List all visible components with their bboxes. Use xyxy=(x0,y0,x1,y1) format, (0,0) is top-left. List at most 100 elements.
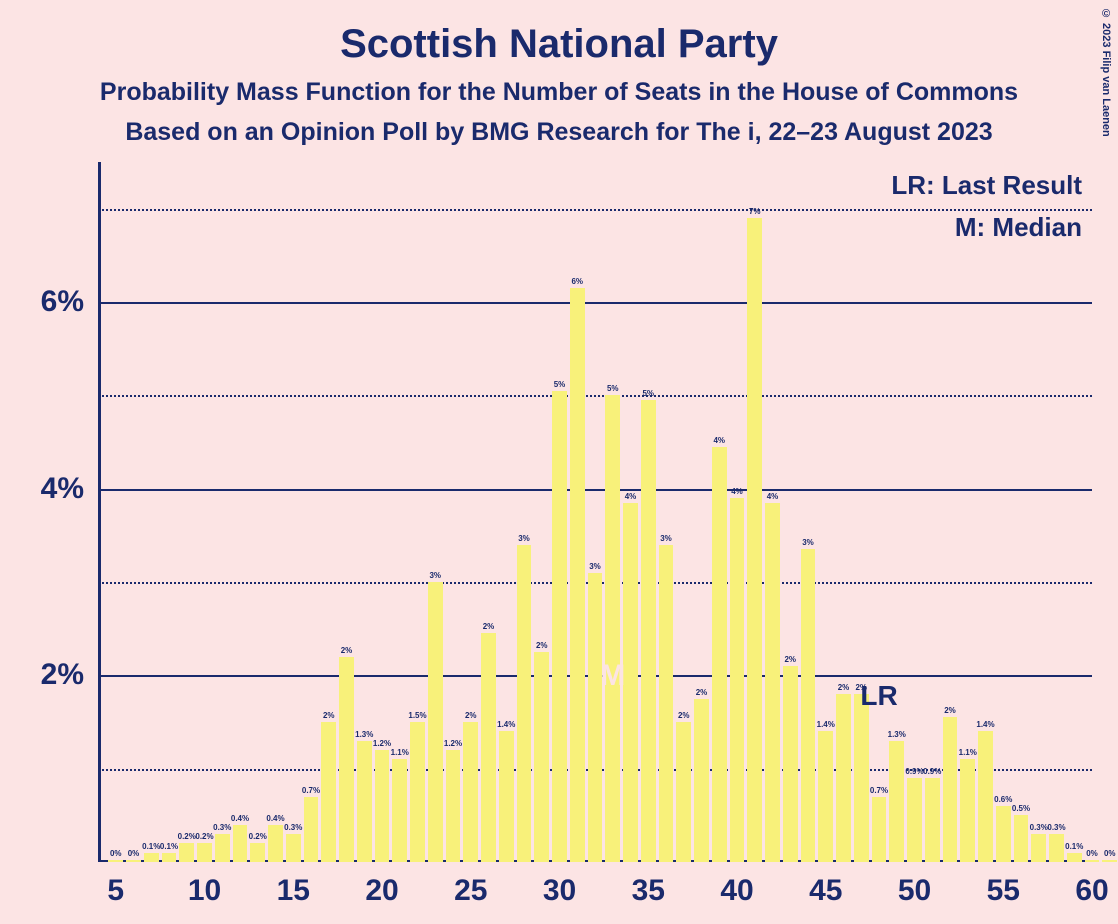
bar-value-label: 1.2% xyxy=(444,739,462,748)
bar-value-label: 4% xyxy=(731,487,743,496)
bar-value-label: 0.1% xyxy=(1065,842,1083,851)
bar: 5% xyxy=(605,395,620,862)
bar: 0.9% xyxy=(925,778,940,862)
bar: 3% xyxy=(588,573,603,862)
bar-value-label: 0% xyxy=(110,849,122,858)
bar-value-label: 2% xyxy=(341,646,353,655)
bar: 3% xyxy=(659,545,674,862)
bar: 0.7% xyxy=(872,797,887,862)
bar: 2% xyxy=(694,699,709,862)
bar-value-label: 3% xyxy=(429,571,441,580)
bar: 0.6% xyxy=(996,806,1011,862)
bar: 0% xyxy=(1085,860,1100,862)
bar: 1.5% xyxy=(410,722,425,862)
bar: 0% xyxy=(108,860,123,862)
bar-value-label: 2% xyxy=(678,711,690,720)
bar: 0.3% xyxy=(1031,834,1046,862)
chart-subtitle-1: Probability Mass Function for the Number… xyxy=(0,78,1118,107)
x-tick-label: 5 xyxy=(107,874,124,908)
bar-value-label: 5% xyxy=(554,380,566,389)
bar-value-label: 3% xyxy=(802,538,814,547)
bar-value-label: 2% xyxy=(838,683,850,692)
gridline xyxy=(98,395,1092,397)
bar-value-label: 0.1% xyxy=(142,842,160,851)
y-tick-label: 6% xyxy=(41,285,84,319)
bar-value-label: 7% xyxy=(749,207,761,216)
bar-value-label: 2% xyxy=(855,683,867,692)
bar-value-label: 2% xyxy=(483,622,495,631)
copyright-text: © 2023 Filip van Laenen xyxy=(1100,8,1112,137)
bar-value-label: 0.7% xyxy=(870,786,888,795)
bar-value-label: 0.9% xyxy=(905,767,923,776)
bar: 0.2% xyxy=(179,843,194,862)
bar: 3% xyxy=(517,545,532,862)
bar: 3% xyxy=(428,582,443,862)
bar-value-label: 0.4% xyxy=(266,814,284,823)
bar-value-label: 2% xyxy=(944,706,956,715)
bar-value-label: 2% xyxy=(465,711,477,720)
bar: 0% xyxy=(126,860,141,862)
bar: 0.5% xyxy=(1014,815,1029,862)
gridline xyxy=(98,209,1092,211)
bar-value-label: 2% xyxy=(696,688,708,697)
bar: 1.4% xyxy=(499,731,514,862)
bar-value-label: 0.3% xyxy=(1030,823,1048,832)
y-tick-label: 2% xyxy=(41,658,84,692)
bar-value-label: 3% xyxy=(660,534,672,543)
bar: 0.9% xyxy=(907,778,922,862)
x-tick-label: 25 xyxy=(454,874,487,908)
x-tick-label: 10 xyxy=(188,874,221,908)
chart-root: Scottish National Party Probability Mass… xyxy=(0,0,1118,924)
bar-value-label: 3% xyxy=(589,562,601,571)
bar: 0.3% xyxy=(1049,834,1064,862)
bar-value-label: 1.2% xyxy=(373,739,391,748)
bar: 1.3% xyxy=(889,741,904,862)
chart-title: Scottish National Party xyxy=(0,22,1118,67)
bar-value-label: 2% xyxy=(536,641,548,650)
bar: 1.1% xyxy=(960,759,975,862)
bar-value-label: 0.3% xyxy=(1047,823,1065,832)
bar-value-label: 4% xyxy=(625,492,637,501)
bar: 4% xyxy=(730,498,745,862)
bar: 0.4% xyxy=(233,825,248,862)
bar: 0.7% xyxy=(304,797,319,862)
bar: 0% xyxy=(1102,860,1117,862)
bar-value-label: 1.1% xyxy=(391,748,409,757)
x-tick-label: 15 xyxy=(277,874,310,908)
bar: 2% xyxy=(481,633,496,862)
bar-value-label: 1.3% xyxy=(888,730,906,739)
bar-value-label: 0.5% xyxy=(1012,804,1030,813)
bar: 0.3% xyxy=(286,834,301,862)
bar: 5% xyxy=(552,391,567,862)
bar: 2% xyxy=(943,717,958,862)
bar: 2% xyxy=(836,694,851,862)
bar: 7% xyxy=(747,218,762,862)
bar-value-label: 1.4% xyxy=(497,720,515,729)
x-tick-label: 35 xyxy=(632,874,665,908)
bar-value-label: 1.5% xyxy=(408,711,426,720)
bar: 4% xyxy=(765,503,780,862)
y-axis xyxy=(98,162,101,862)
bar: 2% xyxy=(339,657,354,862)
bar-value-label: 1.4% xyxy=(976,720,994,729)
bar-value-label: 5% xyxy=(607,384,619,393)
bar: 5% xyxy=(641,400,656,862)
bar-value-label: 0.4% xyxy=(231,814,249,823)
y-tick-label: 4% xyxy=(41,472,84,506)
bar-value-label: 0.9% xyxy=(923,767,941,776)
bar: 0.3% xyxy=(215,834,230,862)
bar: 2% xyxy=(854,694,869,862)
bar-value-label: 1.3% xyxy=(355,730,373,739)
bar: 0.4% xyxy=(268,825,283,862)
bar-value-label: 0.1% xyxy=(160,842,178,851)
bar: 1.2% xyxy=(446,750,461,862)
bar-value-label: 6% xyxy=(571,277,583,286)
bar: 1.1% xyxy=(392,759,407,862)
bar: 1.3% xyxy=(357,741,372,862)
bar-value-label: 3% xyxy=(518,534,530,543)
bar-value-label: 1.1% xyxy=(959,748,977,757)
bar-value-label: 4% xyxy=(713,436,725,445)
bar: 2% xyxy=(463,722,478,862)
x-tick-label: 60 xyxy=(1075,874,1108,908)
bar-value-label: 0% xyxy=(1104,849,1116,858)
